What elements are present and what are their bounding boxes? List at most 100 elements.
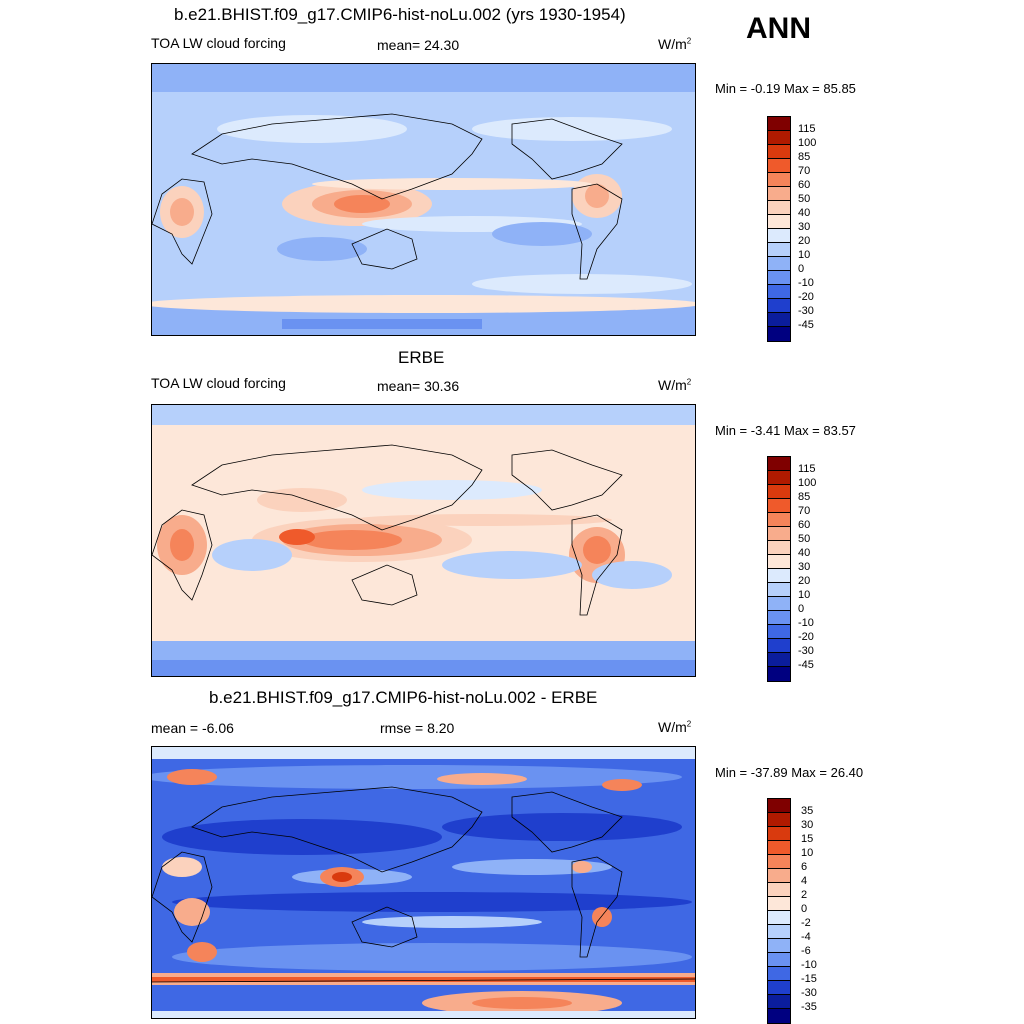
colorbar-tick-label: -4 [801,931,811,943]
colorbar-tick-label: 85 [798,491,811,503]
colorbar-tick-label: -45 [798,659,814,671]
colorbar-swatch [768,827,790,841]
colorbar-swatch [768,299,790,313]
panel1-units-label: W/m2 [658,36,692,52]
colorbar-swatch [768,813,790,827]
colorbar-tick-label: 40 [798,207,811,219]
colorbar-swatch [768,799,790,813]
colorbar-swatch [768,611,790,625]
panel3-minmax-label: Min = -37.89 Max = 26.40 [715,765,864,780]
colorbar-tick-label: -10 [801,959,817,971]
panel2-minmax-label: Min = -3.41 Max = 83.57 [715,423,856,438]
panel1-minmax-label: Min = -0.19 Max = 85.85 [715,81,856,96]
colorbar-tick-label: 30 [801,819,814,831]
colorbar-tick-label: 100 [798,477,817,489]
colorbar-swatch [768,939,790,953]
colorbar-tick-label: 0 [798,263,805,275]
colorbar-tick-label: 35 [801,805,814,817]
panel1-variable-label: TOA LW cloud forcing [151,35,286,51]
colorbar-swatch [768,995,790,1009]
colorbar-tick-label: 115 [798,463,816,475]
colorbar-swatch [768,841,790,855]
colorbar-tick-label: -30 [798,645,814,657]
panel1-colorbar [767,116,791,342]
colorbar-swatch [768,327,790,341]
colorbar-tick-label: 30 [798,221,811,233]
colorbar-swatch [768,541,790,555]
colorbar-tick-label: 10 [798,589,811,601]
panel1-map-field [152,64,695,335]
colorbar-swatch [768,117,790,131]
colorbar-swatch [768,201,790,215]
colorbar-swatch [768,569,790,583]
colorbar-tick-label: 85 [798,151,811,163]
colorbar-swatch [768,257,790,271]
panel2-map [151,404,696,677]
colorbar-swatch [768,639,790,653]
colorbar-tick-label: 50 [798,533,811,545]
colorbar-swatch [768,145,790,159]
colorbar-swatch [768,471,790,485]
panel3-colorbar [767,798,791,1024]
colorbar-swatch [768,855,790,869]
colorbar-tick-label: -35 [801,1001,817,1013]
colorbar-tick-label: 70 [798,505,811,517]
colorbar-tick-label: 70 [798,165,811,177]
panel3-map [151,746,696,1019]
colorbar-swatch [768,597,790,611]
panel3-units-label: W/m2 [658,719,692,735]
panel3-mean-label: mean = -6.06 [151,720,234,736]
colorbar-tick-label: -2 [801,917,811,929]
panel1-map [151,63,696,336]
colorbar-swatch [768,313,790,327]
panel2-units-label: W/m2 [658,377,692,393]
panel3-title: b.e21.BHIST.f09_g17.CMIP6-hist-noLu.002 … [209,688,598,707]
panel2-variable-label: TOA LW cloud forcing [151,375,286,391]
colorbar-swatch [768,187,790,201]
colorbar-swatch [768,583,790,597]
panel2-mean-label: mean= 30.36 [377,378,460,394]
colorbar-tick-label: 60 [798,519,811,531]
colorbar-tick-label: -15 [801,973,817,985]
colorbar-swatch [768,243,790,257]
colorbar-tick-label: 6 [801,861,808,873]
colorbar-tick-label: 0 [798,603,805,615]
colorbar-swatch [768,953,790,967]
colorbar-swatch [768,173,790,187]
colorbar-swatch [768,513,790,527]
colorbar-tick-label: -10 [798,277,814,289]
colorbar-tick-label: 100 [798,137,817,149]
colorbar-swatch [768,229,790,243]
colorbar-tick-label: -20 [798,631,814,643]
panel2-colorbar [767,456,791,682]
colorbar-swatch [768,159,790,173]
colorbar-tick-label: 30 [798,561,811,573]
colorbar-swatch [768,925,790,939]
colorbar-tick-label: 4 [801,875,808,887]
colorbar-tick-label: -45 [798,319,814,331]
colorbar-swatch [768,667,790,681]
colorbar-tick-label: 10 [798,249,811,261]
colorbar-tick-label: -30 [798,305,814,317]
colorbar-tick-label: -20 [798,291,814,303]
colorbar-swatch [768,967,790,981]
colorbar-swatch [768,527,790,541]
colorbar-tick-label: 115 [798,123,816,135]
colorbar-swatch [768,457,790,471]
panel3-map-field [152,747,695,1018]
colorbar-tick-label: 2 [801,889,808,901]
colorbar-swatch [768,883,790,897]
colorbar-tick-label: 60 [798,179,811,191]
colorbar-swatch [768,499,790,513]
colorbar-swatch [768,981,790,995]
colorbar-tick-label: 40 [798,547,811,559]
colorbar-tick-label: 50 [798,193,811,205]
colorbar-tick-label: -6 [801,945,811,957]
colorbar-swatch [768,131,790,145]
colorbar-tick-label: 10 [801,847,814,859]
colorbar-tick-label: 20 [798,235,811,247]
colorbar-tick-label: -30 [801,987,817,999]
colorbar-swatch [768,215,790,229]
colorbar-swatch [768,485,790,499]
colorbar-swatch [768,625,790,639]
